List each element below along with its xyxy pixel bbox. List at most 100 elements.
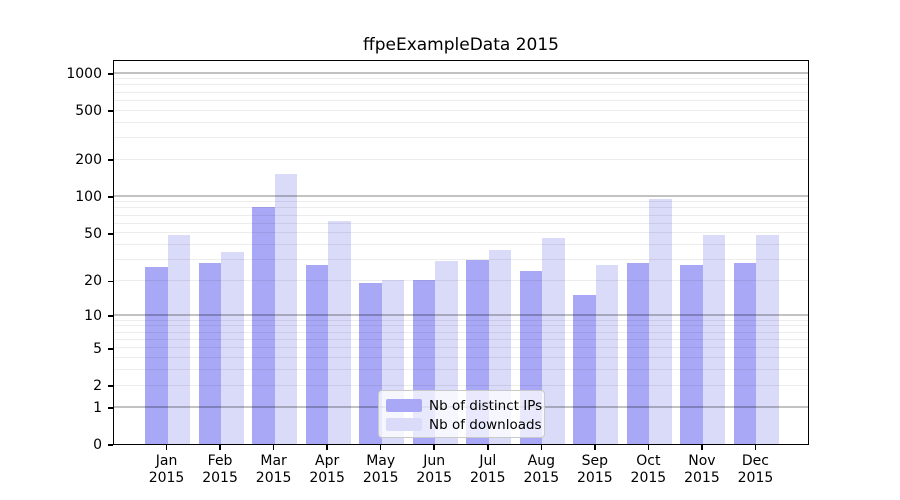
bar-distinct-ips: [626, 263, 650, 444]
legend-label-downloads: Nb of downloads: [429, 416, 542, 433]
x-tick-label-month: Jun: [423, 453, 446, 469]
gridline-major: [114, 195, 808, 197]
y-tick-mark: [108, 348, 113, 350]
bar-downloads: [756, 234, 779, 444]
gridline-minor: [114, 319, 808, 321]
gridline-minor: [114, 244, 808, 246]
y-tick-mark: [108, 233, 113, 235]
x-tick-label-month: Oct: [636, 453, 661, 469]
y-tick-label: 100: [75, 189, 102, 206]
y-tick-mark: [108, 407, 113, 409]
x-tick-mark: [165, 445, 168, 450]
chart-title: ffpeExampleData 2015: [363, 35, 559, 55]
gridline-minor: [114, 84, 808, 86]
gridline-minor: [114, 136, 808, 138]
legend-swatch-distinct-ips-icon: [386, 399, 422, 412]
x-tick-label-year: 2015: [630, 470, 667, 486]
legend-label-distinct-ips: Nb of distinct IPs: [429, 397, 543, 414]
bar-downloads: [167, 234, 191, 444]
x-tick-label: Jan 2015: [137, 453, 197, 487]
gridline-minor: [114, 357, 808, 359]
x-tick-label-month: Dec: [741, 453, 769, 469]
x-tick-label-year: 2015: [309, 470, 345, 486]
gridline-minor: [114, 331, 808, 333]
bar-downloads: [542, 238, 565, 444]
legend-item-downloads: Nb of downloads: [386, 415, 542, 434]
x-tick-label-month: Jul: [479, 453, 497, 469]
x-tick-mark: [272, 445, 275, 450]
gridline-minor: [114, 259, 808, 261]
legend-swatch-downloads-icon: [386, 418, 422, 431]
x-tick-label: Jun 2015: [404, 453, 464, 487]
y-tick-label: 5: [93, 340, 102, 357]
x-tick-label-month: Aug: [527, 453, 555, 469]
x-tick-label-month: Nov: [688, 453, 716, 469]
x-tick-label-year: 2015: [737, 470, 774, 486]
x-tick-label-month: May: [366, 453, 396, 469]
x-tick-mark: [754, 445, 757, 450]
y-tick-label: 20: [84, 273, 102, 290]
x-tick-mark: [540, 445, 543, 450]
bar-distinct-ips: [305, 265, 329, 444]
y-tick-mark: [108, 385, 113, 387]
x-tick-label-year: 2015: [684, 470, 720, 486]
gridline-minor: [114, 121, 808, 123]
y-tick-mark: [108, 159, 113, 161]
gridline-minor: [114, 99, 808, 101]
x-tick-mark: [594, 445, 596, 450]
y-tick-label: 200: [75, 152, 102, 169]
bar-downloads: [221, 251, 244, 444]
bar-distinct-ips: [680, 265, 703, 444]
x-tick-label: Aug 2015: [511, 453, 571, 487]
y-tick-mark: [108, 280, 113, 283]
gridline-minor: [114, 109, 808, 111]
x-tick-mark: [379, 445, 382, 450]
gridline-minor: [114, 384, 808, 386]
x-tick-label-year: 2015: [577, 470, 613, 486]
gridline-minor: [114, 347, 808, 349]
x-tick-mark: [701, 445, 703, 450]
x-tick-mark: [487, 445, 489, 450]
gridline-major: [114, 314, 808, 316]
gridline-minor: [114, 338, 808, 340]
bar-distinct-ips: [733, 263, 757, 444]
y-tick-mark: [108, 196, 113, 198]
x-tick-label: May 2015: [351, 453, 411, 487]
bar-distinct-ips: [198, 263, 222, 444]
x-tick-mark: [433, 445, 435, 450]
x-tick-label-month: Mar: [260, 453, 287, 469]
x-tick-label: Sep 2015: [565, 453, 625, 487]
legend-item-distinct-ips: Nb of distinct IPs: [386, 396, 543, 415]
gridline-minor: [114, 158, 808, 160]
bar-downloads: [595, 265, 619, 444]
bar-distinct-ips: [145, 266, 168, 444]
y-tick-label: 1000: [66, 65, 102, 82]
bar-distinct-ips: [252, 206, 275, 444]
y-tick-label: 500: [75, 103, 102, 120]
gridline-minor: [114, 279, 808, 281]
gridline-minor: [114, 201, 808, 203]
y-tick-mark: [108, 315, 113, 317]
y-tick-mark: [108, 110, 113, 112]
y-tick-label: 50: [84, 225, 102, 242]
x-tick-mark: [326, 445, 328, 450]
x-tick-label-year: 2015: [148, 470, 185, 486]
x-tick-label-year: 2015: [202, 470, 238, 486]
y-tick-label: 0: [93, 437, 102, 453]
x-tick-label: Mar 2015: [244, 453, 304, 487]
bar-downloads: [274, 174, 298, 444]
y-tick-label: 1: [93, 399, 102, 416]
bar-distinct-ips: [573, 295, 596, 444]
bar-downloads: [649, 198, 672, 444]
x-tick-mark: [219, 445, 221, 450]
x-tick-label-month: Apr: [315, 453, 340, 469]
x-tick-label-year: 2015: [362, 470, 399, 486]
bar-downloads: [702, 234, 726, 444]
x-tick-label-year: 2015: [469, 470, 506, 486]
x-tick-label: Oct 2015: [618, 453, 678, 487]
x-tick-label: Apr 2015: [297, 453, 357, 487]
legend: Nb of distinct IPs Nb of downloads: [378, 390, 545, 438]
x-tick-label: Feb 2015: [190, 453, 250, 487]
gridline-minor: [114, 222, 808, 224]
gridline-major: [114, 72, 808, 74]
